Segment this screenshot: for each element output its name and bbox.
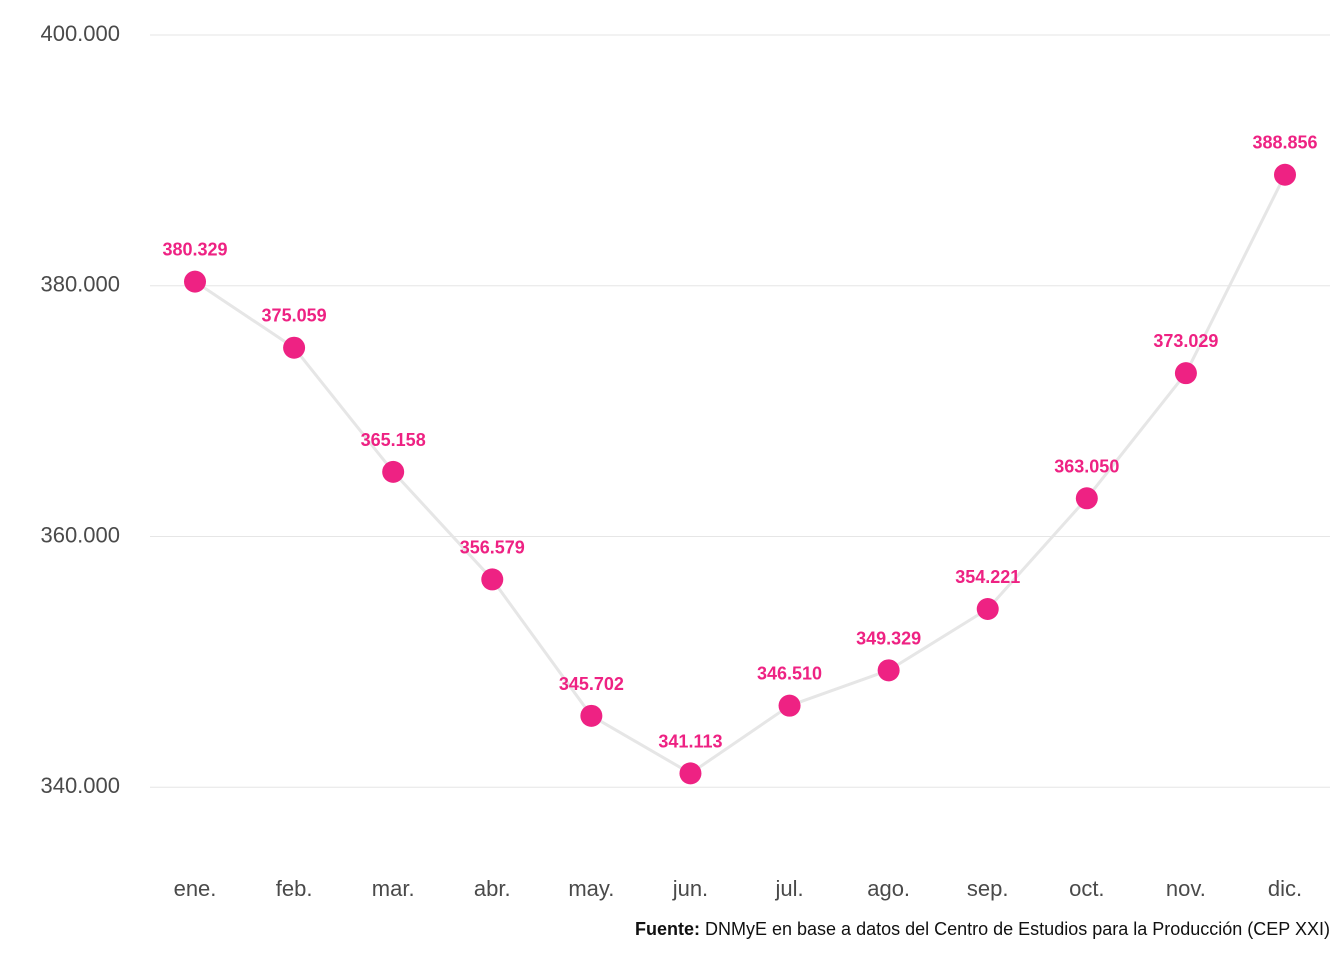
data-point [1274, 164, 1296, 186]
data-label: 354.221 [955, 567, 1020, 587]
data-label: 356.579 [460, 537, 525, 557]
data-point [382, 461, 404, 483]
data-label: 365.158 [361, 430, 426, 450]
data-point [679, 762, 701, 784]
y-tick-label: 360.000 [40, 522, 120, 547]
x-tick-label: jun. [672, 876, 708, 901]
data-label: 388.856 [1252, 133, 1317, 153]
data-point [580, 705, 602, 727]
data-label: 380.329 [162, 240, 227, 260]
data-point [779, 695, 801, 717]
data-label: 345.702 [559, 674, 624, 694]
data-point [184, 271, 206, 293]
data-point [1175, 362, 1197, 384]
source-label-rest: DNMyE en base a datos del Centro de Estu… [700, 919, 1330, 939]
source-caption: Fuente: DNMyE en base a datos del Centro… [635, 919, 1330, 939]
source-label-bold: Fuente: [635, 919, 700, 939]
y-tick-label: 380.000 [40, 272, 120, 297]
x-tick-label: may. [568, 876, 614, 901]
data-label: 341.113 [658, 731, 722, 751]
data-label: 363.050 [1054, 456, 1119, 476]
y-tick-label: 400.000 [40, 21, 120, 46]
data-label: 373.029 [1153, 331, 1218, 351]
y-tick-label: 340.000 [40, 773, 120, 798]
x-tick-label: ago. [867, 876, 910, 901]
x-tick-label: dic. [1268, 876, 1302, 901]
data-label: 349.329 [856, 628, 921, 648]
x-tick-label: abr. [474, 876, 511, 901]
data-label: 375.059 [262, 306, 327, 326]
data-point [481, 568, 503, 590]
data-point [977, 598, 999, 620]
chart-background [0, 0, 1344, 960]
x-tick-label: jul. [774, 876, 803, 901]
x-tick-label: sep. [967, 876, 1009, 901]
x-tick-label: nov. [1166, 876, 1206, 901]
data-point [1076, 487, 1098, 509]
x-tick-label: mar. [372, 876, 415, 901]
data-point [878, 659, 900, 681]
x-tick-label: oct. [1069, 876, 1104, 901]
chart-container: 340.000 360.000 380.000 400.000 ene. feb. mar.… [0, 0, 1344, 960]
data-point [283, 337, 305, 359]
data-label: 346.510 [757, 664, 822, 684]
x-tick-label: ene. [174, 876, 217, 901]
line-chart: 340.000 360.000 380.000 400.000 ene. feb. mar.… [0, 0, 1344, 960]
x-tick-label: feb. [276, 876, 313, 901]
